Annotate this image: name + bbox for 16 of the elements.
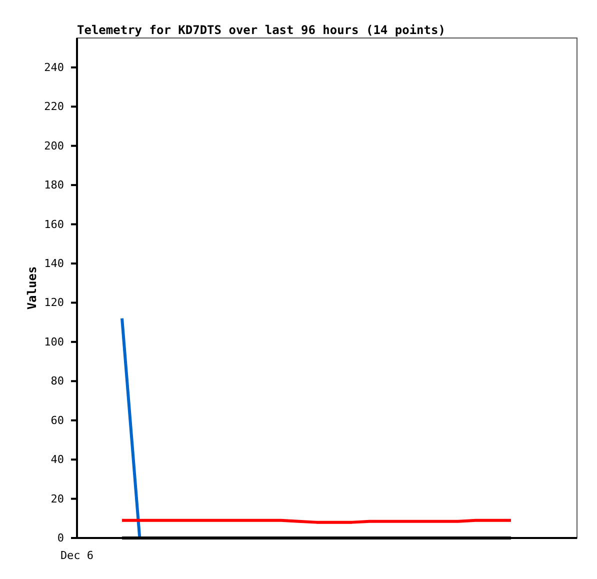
y-tick-label: 80 xyxy=(50,374,64,388)
y-tick-label: 120 xyxy=(44,296,64,310)
chart-title: Telemetry for KD7DTS over last 96 hours (14 points) xyxy=(77,23,446,37)
y-tick-label: 240 xyxy=(44,60,64,74)
y-tick-label: 200 xyxy=(44,139,64,152)
y-tick-label: 20 xyxy=(50,492,64,506)
y-tick-label: 160 xyxy=(44,218,64,231)
y-tick-label: 180 xyxy=(44,178,64,192)
y-tick-label: 220 xyxy=(44,100,64,114)
y-tick-label: 60 xyxy=(50,414,64,427)
y-tick-label: 40 xyxy=(50,453,64,466)
y-tick-label: 140 xyxy=(44,257,64,270)
y-tick-label: 100 xyxy=(44,335,64,348)
text: Dec 6 xyxy=(60,549,94,562)
y-tick-label: 0 xyxy=(57,532,64,545)
y-axis-title: Values xyxy=(25,266,39,310)
